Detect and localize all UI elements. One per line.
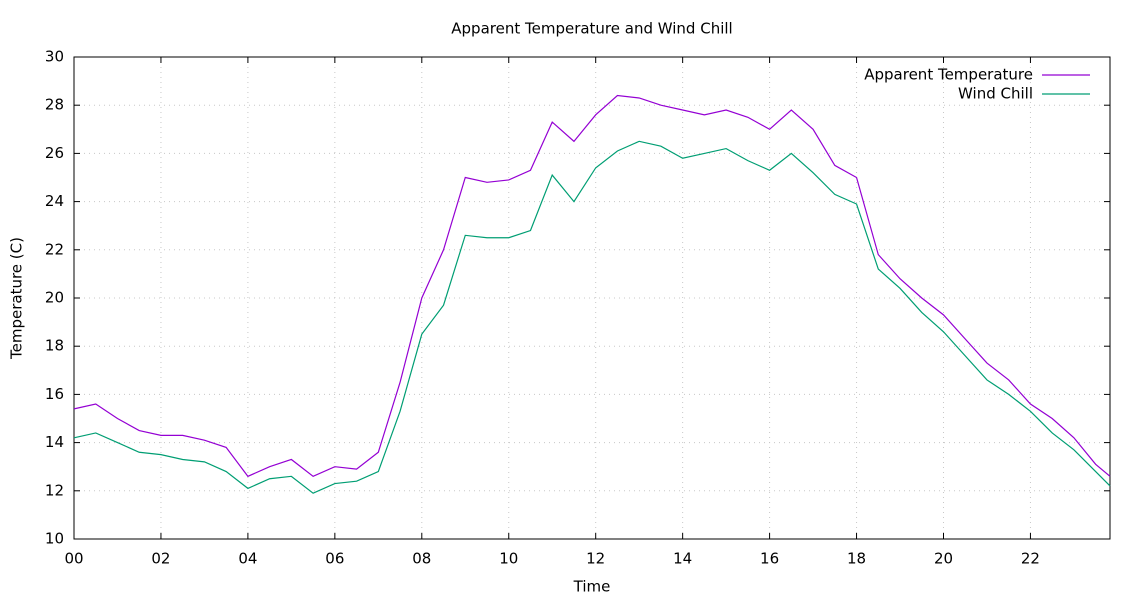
y-tick-label: 16 <box>45 385 64 403</box>
x-tick-label: 02 <box>151 550 170 568</box>
legend-label: Apparent Temperature <box>864 66 1033 84</box>
x-axis-label: Time <box>573 578 611 596</box>
y-tick-label: 30 <box>45 48 64 66</box>
x-tick-label: 00 <box>64 550 83 568</box>
x-tick-label: 04 <box>238 550 257 568</box>
x-tick-label: 20 <box>934 550 953 568</box>
plot-border <box>73 56 1111 540</box>
x-tick-label: 18 <box>847 550 866 568</box>
x-tick-label: 06 <box>325 550 344 568</box>
y-tick-label: 18 <box>45 337 64 355</box>
y-tick-label: 26 <box>45 144 64 162</box>
x-tick-label: 08 <box>412 550 431 568</box>
y-tick-label: 12 <box>45 481 64 499</box>
x-tick-label: 14 <box>673 550 692 568</box>
y-tick-label: 24 <box>45 192 64 210</box>
data-line <box>73 94 1111 478</box>
y-tick-label: 28 <box>45 96 64 114</box>
chart-title: Apparent Temperature and Wind Chill <box>451 20 732 38</box>
y-tick-label: 10 <box>45 530 64 548</box>
y-tick-label: 20 <box>45 289 64 307</box>
y-axis-label: Temperature (C) <box>8 237 26 360</box>
y-tick-label: 14 <box>45 433 64 451</box>
x-tick-label: 10 <box>499 550 518 568</box>
data-line <box>73 140 1111 494</box>
x-tick-label: 22 <box>1021 550 1040 568</box>
x-tick-label: 16 <box>760 550 779 568</box>
legend-label: Wind Chill <box>958 85 1033 103</box>
x-tick-label: 12 <box>586 550 605 568</box>
y-tick-label: 22 <box>45 240 64 258</box>
